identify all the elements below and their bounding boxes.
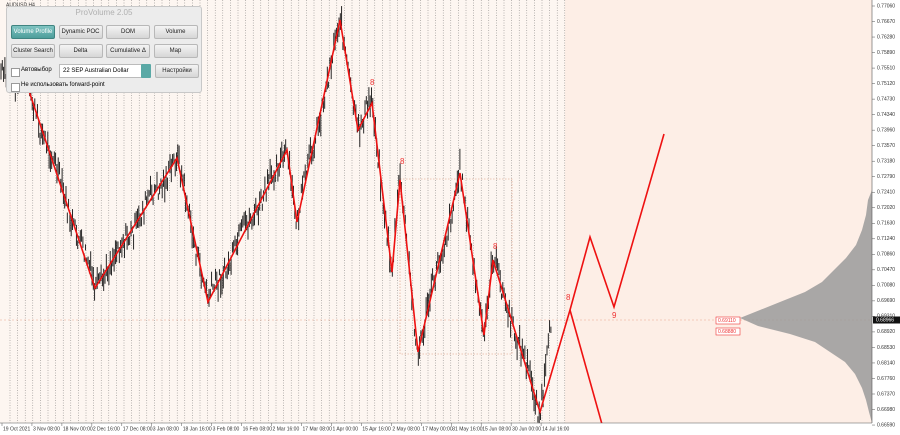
- price-tick-label: 0.66590: [877, 422, 895, 428]
- projection: [569, 309, 606, 435]
- price-tick-label: 0.72020: [877, 205, 895, 211]
- price-tick-label: 0.76280: [877, 34, 895, 40]
- symbol: AUDUSD,H4: [6, 2, 35, 8]
- price-tick-label: 0.75510: [877, 65, 895, 71]
- time-tick-label: 18 Jan 16:00: [183, 426, 212, 432]
- current-price-box: [873, 316, 900, 324]
- price-tick-label: 0.68530: [877, 345, 895, 351]
- wave-label: 8: [566, 293, 571, 302]
- future-area: [565, 0, 872, 423]
- time-tick-label: 2 May 08:00: [392, 426, 420, 432]
- mode-button[interactable]: Volume Profile: [11, 25, 55, 39]
- level-box: [715, 327, 741, 336]
- instrument-select[interactable]: 22 SEP Australian Dollar: [59, 64, 149, 78]
- current-price: 0.68966: [876, 317, 894, 323]
- price-tick-label: 0.70080: [877, 283, 895, 289]
- time-tick-label: 14 Jul 16:00: [542, 426, 569, 432]
- time-tick-label: 18 Nov 00:00: [63, 426, 93, 432]
- price-tick-label: 0.70470: [877, 267, 895, 273]
- dropdown-arrow[interactable]: [141, 64, 151, 78]
- price-tick-label: 0.72790: [877, 174, 895, 180]
- price-tick-label: 0.73570: [877, 143, 895, 149]
- time-tick-label: 16 Feb 08:00: [243, 426, 273, 432]
- level-label: 0.68880: [718, 329, 736, 335]
- time-tick-label: 2 Dec 16:00: [93, 426, 120, 432]
- wave-label: 8: [370, 78, 375, 87]
- time-tick-label: 17 Mar 08:00: [303, 426, 333, 432]
- mode-button[interactable]: Cumulative Δ: [106, 44, 150, 58]
- price-tick-label: 0.68140: [877, 360, 895, 366]
- price-tick-label: 0.69690: [877, 298, 895, 304]
- wave-label: 8: [493, 242, 498, 251]
- time-tick-label: 17 Dec 08:00: [123, 426, 153, 432]
- auto-select-label: Автовыбор: [21, 67, 52, 73]
- wave-label: 8: [400, 157, 405, 166]
- time-tick-label: 1 Apr 00:00: [332, 426, 358, 432]
- range-box: [399, 178, 513, 355]
- price-tick-label: 0.67370: [877, 391, 895, 397]
- price-tick-label: 0.74730: [877, 96, 895, 102]
- price-tick-label: 0.73180: [877, 159, 895, 165]
- time-tick-label: 19 Oct 2021: [3, 426, 30, 432]
- price-tick-label: 0.66980: [877, 407, 895, 413]
- volume-profile: [740, 190, 872, 423]
- time-tick-label: 17 May 00:00: [422, 426, 453, 432]
- price-tick-label: 0.75890: [877, 50, 895, 56]
- mode-button[interactable]: Map: [153, 44, 198, 58]
- price-tick-label: 0.72410: [877, 190, 895, 196]
- price-tick-label: 0.70860: [877, 252, 895, 258]
- forward-point-label: Не использовать forward-point: [21, 82, 105, 88]
- time-tick-label: 31 May 16:00: [452, 426, 483, 432]
- mode-button[interactable]: Dynamic POC: [58, 25, 103, 39]
- price-tick-label: 0.73960: [877, 127, 895, 133]
- mode-button[interactable]: Cluster Search: [11, 44, 55, 58]
- time-tick-label: 3 Jan 08:00: [153, 426, 179, 432]
- price-axis: [872, 0, 900, 435]
- mode-button[interactable]: Delta: [58, 44, 103, 58]
- price-axis-labels: 0.77060 0.76670 0.76280 0.75890 0.75510 0.751…: [872, 3, 895, 428]
- panel-title: ProVolume 2.05: [75, 8, 133, 17]
- level-label: 0.69110: [718, 318, 736, 324]
- price-tick-label: 0.76670: [877, 19, 895, 25]
- time-axis: [0, 423, 900, 435]
- price-tick-label: 0.74340: [877, 112, 895, 118]
- price-tick-label: 0.75120: [877, 81, 895, 87]
- time-tick-label: 2 Mar 16:00: [273, 426, 300, 432]
- price-tick-label: 0.71630: [877, 221, 895, 227]
- time-tick-label: 3 Nov 08:00: [33, 426, 60, 432]
- wave-label: 9: [612, 311, 617, 320]
- price-tick-label: 0.68920: [877, 329, 895, 335]
- mode-button[interactable]: DOM: [106, 25, 150, 39]
- time-tick-label: 30 Jun 00:00: [512, 426, 541, 432]
- mode-button[interactable]: Volume: [153, 25, 198, 39]
- settings-button[interactable]: Настройки: [155, 64, 199, 78]
- time-tick-label: 15 Apr 16:00: [362, 426, 391, 432]
- price-tick-label: 0.67760: [877, 376, 895, 382]
- price-tick-label: 0.71240: [877, 236, 895, 242]
- time-tick-label: 15 Jun 08:00: [482, 426, 511, 432]
- time-axis-labels: 19 Oct 2021 3 Nov 08:00 18 Nov 00:00 2 Dec …: [1, 423, 570, 432]
- time-tick-label: 3 Feb 08:00: [213, 426, 240, 432]
- checkbox[interactable]: [11, 68, 20, 77]
- level-box: [715, 316, 741, 325]
- checkbox[interactable]: [11, 83, 20, 92]
- price-tick-label: 0.77060: [877, 3, 895, 9]
- zigzag: [27, 19, 665, 415]
- provolume-panel: ProVolume 2.05 Volume Profile Dynamic POC…: [6, 6, 202, 93]
